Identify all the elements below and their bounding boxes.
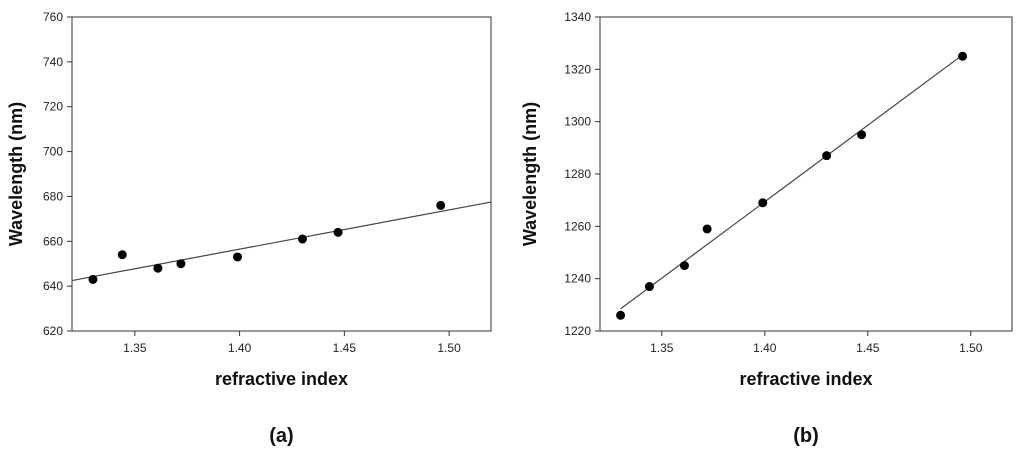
data-point [88, 274, 98, 284]
y-tick-label: 660 [43, 234, 63, 248]
plot-frame [71, 16, 492, 332]
panel-b: 1220 1240 1260 1280 1300 1320 1340 1.35 1.40 1.45… [520, 10, 1013, 447]
y-tick-label: 740 [43, 55, 63, 69]
fit-line [71, 201, 492, 282]
y-tick-label: 1260 [564, 219, 591, 233]
fit-line [620, 54, 963, 310]
data-point [153, 263, 163, 273]
data-point [679, 261, 689, 271]
y-tick-label: 640 [43, 279, 63, 293]
data-point [436, 200, 446, 210]
data-point [616, 310, 626, 320]
data-point [857, 130, 867, 140]
y-axis-title: Wavelength (nm) [520, 102, 540, 246]
x-tick-label: 1.45 [333, 341, 357, 355]
data-point [297, 234, 307, 244]
panel-a: 620 640 660 680 700 720 740 760 1.35 1.40 1.45 1.50… [6, 10, 492, 447]
y-axis-title: Wavelength (nm) [6, 102, 26, 246]
data-point [117, 250, 127, 260]
panel-label: (a) [269, 425, 293, 447]
x-tick-label: 1.35 [650, 341, 674, 355]
data-point [758, 198, 768, 208]
data-point [644, 282, 654, 292]
y-tick-label: 620 [43, 324, 63, 338]
y-tick-label: 720 [43, 100, 63, 114]
x-tick-label: 1.40 [753, 341, 777, 355]
y-tick-label: 1220 [564, 324, 591, 338]
y-tick-label: 760 [43, 10, 63, 24]
panel-label: (b) [793, 425, 819, 447]
y-tick-label: 1320 [564, 62, 591, 76]
x-axis-title: refractive index [215, 369, 348, 389]
data-point [333, 227, 343, 237]
y-tick-label: 700 [43, 145, 63, 159]
x-tick-label: 1.50 [437, 341, 461, 355]
x-tick-label: 1.40 [228, 341, 252, 355]
data-point [176, 259, 186, 269]
x-axis-title: refractive index [739, 369, 872, 389]
data-point [822, 151, 832, 161]
x-tick-label: 1.35 [123, 341, 147, 355]
x-tick-label: 1.45 [856, 341, 880, 355]
data-point [702, 224, 712, 234]
data-point [233, 252, 243, 262]
x-tick-label: 1.50 [959, 341, 983, 355]
y-tick-label: 1280 [564, 167, 591, 181]
y-tick-label: 1300 [564, 115, 591, 129]
data-point [958, 51, 968, 61]
y-tick-label: 1240 [564, 272, 591, 286]
y-tick-label: 680 [43, 189, 63, 203]
y-tick-label: 1340 [564, 10, 591, 24]
